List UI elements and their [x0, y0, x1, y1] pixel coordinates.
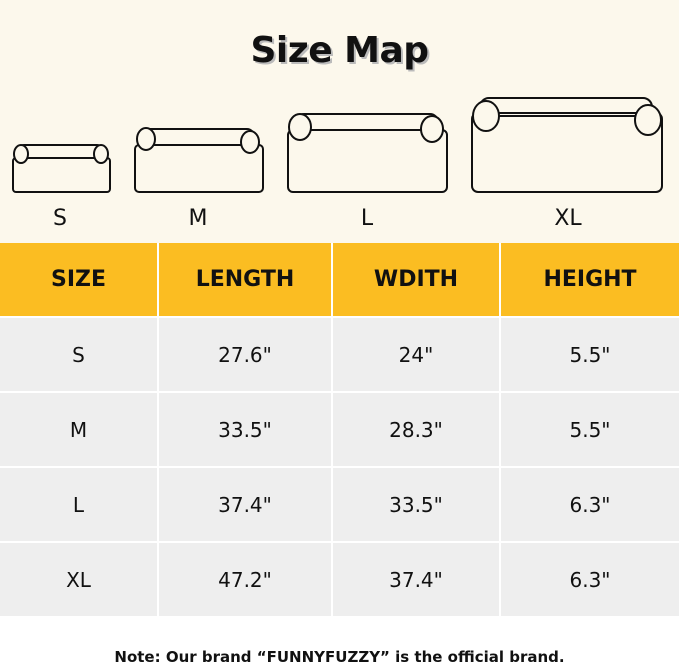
table-row: M 33.5" 28.3" 5.5" — [0, 391, 679, 467]
cell-size: M — [0, 391, 158, 467]
table-row: L 37.4" 33.5" 6.3" — [0, 466, 679, 542]
size-table: SIZE LENGTH WDITH HEIGHT S 27.6" 24" 5.5… — [0, 243, 679, 616]
cell-width: 33.5" — [331, 466, 500, 542]
bed-illustrations — [12, 97, 663, 193]
bed-label-s: S — [53, 206, 67, 231]
cell-size: S — [0, 316, 158, 392]
bed-xl-illustration — [471, 97, 663, 193]
header-height: HEIGHT — [499, 243, 679, 317]
cell-height: 6.3" — [499, 466, 679, 542]
cell-width: 24" — [331, 316, 500, 392]
cell-height: 5.5" — [499, 391, 679, 467]
bed-label-m: M — [188, 206, 208, 231]
cell-length: 33.5" — [157, 391, 332, 467]
cell-length: 37.4" — [157, 466, 332, 542]
bed-label-xl: XL — [554, 206, 582, 231]
page-title: Size Map — [250, 30, 429, 71]
brand-note: Note: Our brand “FUNNYFUZZY” is the offi… — [114, 648, 565, 666]
cell-height: 5.5" — [499, 316, 679, 392]
table-header-row: SIZE LENGTH WDITH HEIGHT — [0, 243, 679, 317]
cell-height: 6.3" — [499, 541, 679, 616]
table-row: XL 47.2" 37.4" 6.3" — [0, 541, 679, 616]
cell-width: 37.4" — [331, 541, 500, 616]
cell-length: 47.2" — [157, 541, 332, 616]
bed-s-illustration — [12, 144, 111, 193]
cell-size: XL — [0, 541, 158, 616]
bed-l-illustration — [287, 113, 448, 193]
header-size: SIZE — [0, 243, 158, 317]
bed-label-l: L — [360, 206, 374, 231]
header-width: WDITH — [331, 243, 500, 317]
cell-size: L — [0, 466, 158, 542]
cell-length: 27.6" — [157, 316, 332, 392]
size-map-panel — [0, 0, 679, 243]
header-length: LENGTH — [157, 243, 332, 317]
cell-width: 28.3" — [331, 391, 500, 467]
bed-m-illustration — [134, 127, 264, 193]
table-row: S 27.6" 24" 5.5" — [0, 316, 679, 392]
